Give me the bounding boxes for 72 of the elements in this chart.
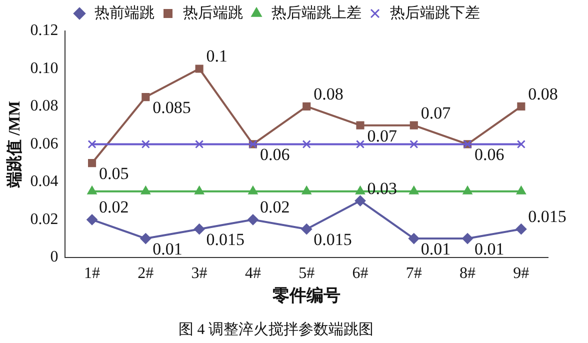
point [195, 140, 204, 148]
y-axis-title: 端跳值 /MM [6, 100, 24, 189]
point [195, 64, 204, 73]
x-tick-label: 6# [352, 265, 368, 282]
x-tick-label: 3# [191, 265, 208, 282]
point [141, 140, 150, 148]
point [462, 233, 474, 244]
point [88, 140, 96, 148]
data-label: 0.015 [314, 230, 352, 250]
point [356, 121, 364, 130]
point [516, 186, 526, 194]
x-tick-label: 2# [138, 265, 154, 282]
y-tick-label: 0.10 [30, 60, 58, 77]
point [86, 214, 98, 226]
legend-label: 热后端跳上差 [272, 4, 362, 22]
data-label: 0.06 [474, 145, 504, 164]
point [142, 93, 150, 102]
point [462, 186, 472, 194]
data-label: 0.01 [152, 240, 182, 258]
data-label: 0.1 [206, 46, 228, 66]
point [247, 214, 258, 226]
data-label: 0.02 [99, 198, 129, 217]
y-tick-label: 0.04 [30, 173, 58, 190]
x-axis-title: 零件编号 [272, 286, 341, 306]
data-label: 0.08 [314, 84, 344, 104]
point [88, 159, 96, 168]
point [517, 102, 526, 110]
point [248, 186, 258, 194]
x-tick-label: 4# [244, 265, 261, 282]
point [194, 224, 205, 235]
point [194, 186, 204, 194]
point [410, 140, 418, 148]
data-label: 0.02 [260, 198, 290, 217]
x-tick-label: 9# [513, 265, 530, 282]
point [409, 186, 419, 194]
legend-label: 热后端跳 [183, 4, 243, 22]
legend-label: 热后端跳下差 [390, 4, 480, 22]
y-tick-label: 0.12 [30, 22, 58, 40]
y-tick-label: 0.06 [30, 135, 58, 152]
text: 图 4 调整淬火搅拌参数端跳图 [178, 320, 374, 338]
data-label: 0.07 [367, 126, 398, 146]
point [302, 140, 311, 148]
data-label: 0.01 [474, 240, 504, 258]
y-tick-label: 0 [50, 248, 58, 266]
point [301, 224, 312, 235]
point [516, 224, 527, 235]
data-label: 0.015 [206, 230, 245, 250]
point [140, 186, 150, 194]
point [302, 186, 312, 194]
data-label: 0.085 [152, 98, 191, 117]
point [87, 186, 97, 194]
x-tick-label: 7# [406, 265, 422, 282]
x-tick-label: 5# [298, 265, 315, 282]
point [355, 186, 366, 194]
point [408, 233, 420, 244]
point [354, 195, 366, 206]
point [140, 233, 152, 244]
data-label: 0.07 [420, 103, 452, 122]
point [356, 140, 365, 148]
legend-label: 热前端跳 [94, 4, 154, 22]
x-tick-label: 8# [460, 265, 476, 282]
point [410, 121, 418, 130]
data-label: 0.01 [420, 240, 451, 258]
x-tick-label: 1# [84, 265, 100, 282]
data-label: 0.015 [528, 207, 566, 226]
y-tick-label: 0.08 [30, 98, 58, 115]
data-label: 0.08 [528, 84, 558, 104]
data-label: 0.05 [99, 164, 129, 184]
point [302, 102, 311, 110]
y-tick-label: 0.02 [30, 210, 58, 228]
point [516, 140, 526, 148]
data-label: 0.06 [260, 145, 290, 164]
